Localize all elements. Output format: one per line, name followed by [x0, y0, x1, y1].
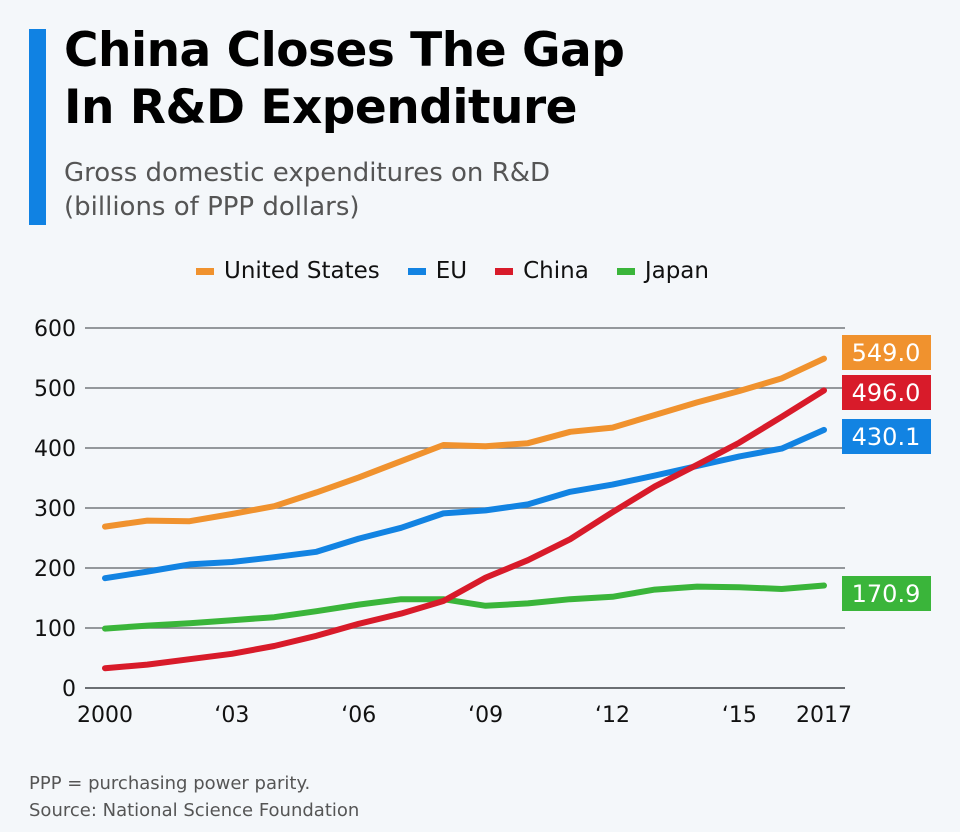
- legend-item-japan: Japan: [616, 258, 709, 284]
- legend-label-japan: Japan: [644, 258, 709, 284]
- end-label-japan: 170.9: [842, 576, 931, 611]
- legend-label-eu: EU: [435, 258, 468, 284]
- title-accent-bar: [29, 29, 46, 225]
- legend: United States EU China Japan: [196, 258, 709, 284]
- y-tick-label: 600: [34, 317, 76, 342]
- end-label-united-states: 549.0: [842, 335, 931, 370]
- ppp-note: PPP = purchasing power parity.: [29, 773, 311, 794]
- series-line-china: [102, 387, 827, 672]
- end-value-labels: 549.0 430.1 496.0 170.9: [842, 335, 931, 611]
- x-tick-label: ‘06: [341, 703, 376, 728]
- x-axis-ticks: 2000 ‘03 ‘06 ‘09 ‘12 ‘15 2017: [77, 703, 852, 728]
- end-label-box: [842, 375, 931, 410]
- end-label-value: 430.1: [852, 423, 921, 451]
- x-tick-label: ‘12: [595, 703, 630, 728]
- legend-swatch-eu: [407, 267, 426, 275]
- end-label-value: 549.0: [852, 339, 921, 367]
- end-label-box: [842, 576, 931, 611]
- x-tick-label: 2017: [796, 703, 852, 728]
- x-tick-label: ‘03: [214, 703, 249, 728]
- subtitle-line-1: Gross domestic expenditures on R&D: [64, 158, 551, 188]
- footnote: PPP = purchasing power parity. Source: N…: [29, 770, 359, 824]
- series-line-united-states: [102, 355, 827, 530]
- title-line-1: China Closes The Gap: [64, 23, 625, 78]
- x-tick-label: 2000: [77, 703, 133, 728]
- legend-item-eu: EU: [407, 258, 468, 284]
- title-line-2: In R&D Expenditure: [64, 80, 578, 135]
- x-tick-label: ‘09: [468, 703, 503, 728]
- y-axis-ticks: 0 100 200 300 400 500 600: [34, 317, 76, 702]
- source-note: Source: National Science Foundation: [29, 800, 360, 821]
- legend-item-china: China: [495, 258, 589, 284]
- end-label-value: 496.0: [852, 379, 921, 407]
- end-label-box: [842, 419, 931, 454]
- y-tick-label: 100: [34, 617, 76, 642]
- series-lines: [102, 355, 827, 672]
- legend-item-united-states: United States: [196, 258, 380, 284]
- x-tick-label: ‘15: [722, 703, 757, 728]
- legend-label-china: China: [523, 258, 589, 284]
- chart-subtitle: Gross domestic expenditures on R&D (bill…: [64, 156, 550, 224]
- y-tick-label: 200: [34, 557, 76, 582]
- end-label-china: 496.0: [842, 375, 931, 410]
- legend-label-united-states: United States: [224, 258, 380, 284]
- end-label-box: [842, 335, 931, 370]
- chart-title: China Closes The Gap In R&D Expenditure: [64, 22, 625, 136]
- legend-swatch-japan: [616, 267, 635, 275]
- y-tick-label: 300: [34, 497, 76, 522]
- y-tick-label: 0: [62, 677, 76, 702]
- end-label-value: 170.9: [852, 580, 921, 608]
- subtitle-line-2: (billions of PPP dollars): [64, 192, 360, 222]
- legend-swatch-china: [495, 267, 514, 275]
- series-line-japan: [102, 582, 827, 632]
- end-label-eu: 430.1: [842, 419, 931, 454]
- legend-swatch-united-states: [196, 267, 214, 275]
- gridlines: [85, 327, 845, 689]
- y-tick-label: 400: [34, 437, 76, 462]
- y-tick-label: 500: [34, 377, 76, 402]
